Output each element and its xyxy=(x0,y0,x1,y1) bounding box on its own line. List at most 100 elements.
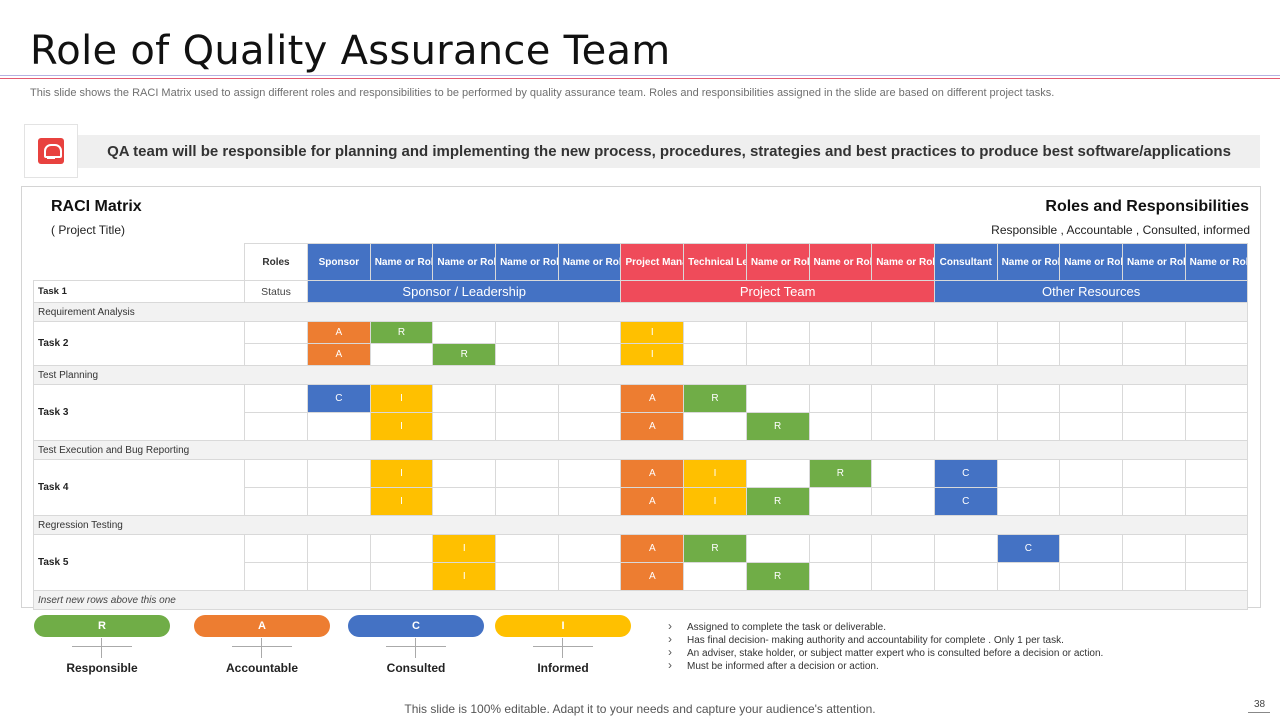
roles-responsibilities-title: Roles and Responsibilities xyxy=(1045,198,1249,215)
header-spacer xyxy=(33,243,245,281)
raci-cell: I xyxy=(683,487,747,516)
task-row: Task 2 A R I xyxy=(33,321,1249,366)
raci-cell: I xyxy=(620,321,685,344)
roles-responsibilities-subtitle: Responsible , Accountable , Consulted, i… xyxy=(991,223,1250,237)
raci-cell: C xyxy=(933,487,998,516)
role-column-header: Name or Role xyxy=(495,243,559,281)
role-column-header: Name or Role xyxy=(1184,243,1249,281)
section-row: Regression Testing xyxy=(32,515,1249,535)
raci-cell: I xyxy=(369,487,434,516)
raci-cell: I xyxy=(369,384,434,413)
role-column-header: Sponsor xyxy=(307,243,371,281)
title-rule-bottom xyxy=(0,78,1280,79)
task-label: Task 4 xyxy=(33,459,245,516)
raci-cell: A xyxy=(620,487,685,516)
raci-cell: C xyxy=(307,384,371,413)
role-column-header: Name or Role xyxy=(871,243,935,281)
definition-item: Assigned to complete the task or deliver… xyxy=(668,620,1103,634)
role-column-header: Project Manager xyxy=(620,243,685,281)
raci-cell: I xyxy=(432,562,497,591)
raci-cell: A xyxy=(620,459,685,488)
raci-cell: R xyxy=(808,459,873,488)
section-label: Test Execution and Bug Reporting xyxy=(32,440,1249,460)
role-column-header: Name or Role xyxy=(745,243,810,281)
role-header-row: Roles Sponsor Name or Role Name or Role … xyxy=(33,243,1249,281)
qa-team-icon xyxy=(24,124,78,178)
raci-definitions: Assigned to complete the task or deliver… xyxy=(668,620,1103,673)
legend-connector xyxy=(72,638,132,658)
raci-cell: I xyxy=(683,459,747,488)
raci-cell: I xyxy=(369,412,434,441)
raci-matrix: Roles Sponsor Name or Role Name or Role … xyxy=(32,243,1249,610)
raci-cell: C xyxy=(933,459,998,488)
section-label: Test Planning xyxy=(32,365,1249,385)
section-row: Test Planning xyxy=(32,365,1249,385)
section-label: Requirement Analysis xyxy=(32,302,1249,322)
section-row: Requirement Analysis xyxy=(32,302,1249,322)
group-row: Task 1 Status Sponsor / Leadership Proje… xyxy=(33,280,1249,303)
group-other-resources: Other Resources xyxy=(933,280,1249,303)
raci-cell: R xyxy=(745,562,810,591)
legend-responsible-label: Responsible xyxy=(66,661,138,675)
group-project-team: Project Team xyxy=(620,280,935,303)
page-number: 38 xyxy=(1254,699,1266,710)
legend-connector xyxy=(232,638,292,658)
role-column-header: Name or Role xyxy=(1059,243,1123,281)
raci-cell: A xyxy=(620,412,685,441)
raci-cell: C xyxy=(996,534,1061,563)
banner-text: QA team will be responsible for planning… xyxy=(78,135,1260,168)
role-column-header: Technical Lead xyxy=(683,243,747,281)
role-column-header: Name or Role xyxy=(808,243,873,281)
project-title: ( Project Title) xyxy=(51,223,126,237)
raci-cell: R xyxy=(745,412,810,441)
raci-title: RACI Matrix xyxy=(51,198,142,215)
task-row: Task 5 I A R C xyxy=(33,534,1249,591)
legend-consulted-pill: C xyxy=(348,615,484,637)
raci-cell: I xyxy=(620,343,685,366)
status-label: Status xyxy=(244,280,308,303)
role-column-header: Name or Role xyxy=(996,243,1061,281)
role-column-header: Name or Role xyxy=(1121,243,1186,281)
definition-item: Must be informed after a decision or act… xyxy=(668,659,1103,673)
legend-responsible-pill: R xyxy=(34,615,170,637)
raci-cell: A xyxy=(620,534,685,563)
insert-rows-note: Insert new rows above this one xyxy=(32,590,1249,610)
task-row: I A I R C xyxy=(34,487,1249,516)
section-row: Insert new rows above this one xyxy=(32,590,1249,610)
task-1-label: Task 1 xyxy=(33,280,245,303)
raci-cell: A xyxy=(620,562,685,591)
slide-footer: This slide is 100% editable. Adapt it to… xyxy=(404,702,876,716)
section-label: Regression Testing xyxy=(32,515,1249,535)
group-sponsor-leadership: Sponsor / Leadership xyxy=(306,280,622,303)
raci-cell: I xyxy=(369,459,434,488)
role-column-header: Consultant xyxy=(933,243,998,281)
legend-consulted-label: Consulted xyxy=(386,661,446,675)
role-column-header: Name or Role xyxy=(557,243,622,281)
raci-cell: A xyxy=(307,321,371,344)
section-row: Test Execution and Bug Reporting xyxy=(32,440,1249,460)
raci-cell: R xyxy=(432,343,497,366)
task-label: Task 5 xyxy=(33,534,245,591)
task-row: I A R xyxy=(34,412,1249,441)
slide-title: Role of Quality Assurance Team xyxy=(30,28,671,74)
legend-informed-pill: I xyxy=(495,615,631,637)
slide-subtitle: This slide shows the RACI Matrix used to… xyxy=(30,87,1055,99)
page-number-underline xyxy=(1248,712,1270,713)
legend-accountable-pill: A xyxy=(194,615,330,637)
task-row: Task 4 I A I R C xyxy=(33,459,1249,516)
raci-cell: R xyxy=(683,384,747,413)
legend-connector xyxy=(386,638,446,658)
task-label: Task 2 xyxy=(33,321,245,366)
legend-accountable-label: Accountable xyxy=(225,661,298,675)
raci-cell: R xyxy=(369,321,434,344)
raci-cell: I xyxy=(432,534,497,563)
raci-cell: R xyxy=(745,487,810,516)
task-label: Task 3 xyxy=(33,384,245,441)
role-column-header: Name or Role xyxy=(369,243,434,281)
task-row: Task 3 C I A R xyxy=(33,384,1249,441)
legend-connector xyxy=(533,638,593,658)
raci-cell: R xyxy=(683,534,747,563)
title-rule-top xyxy=(0,75,1280,76)
raci-cell: A xyxy=(307,343,371,366)
role-column-header: Name or Role xyxy=(432,243,497,281)
